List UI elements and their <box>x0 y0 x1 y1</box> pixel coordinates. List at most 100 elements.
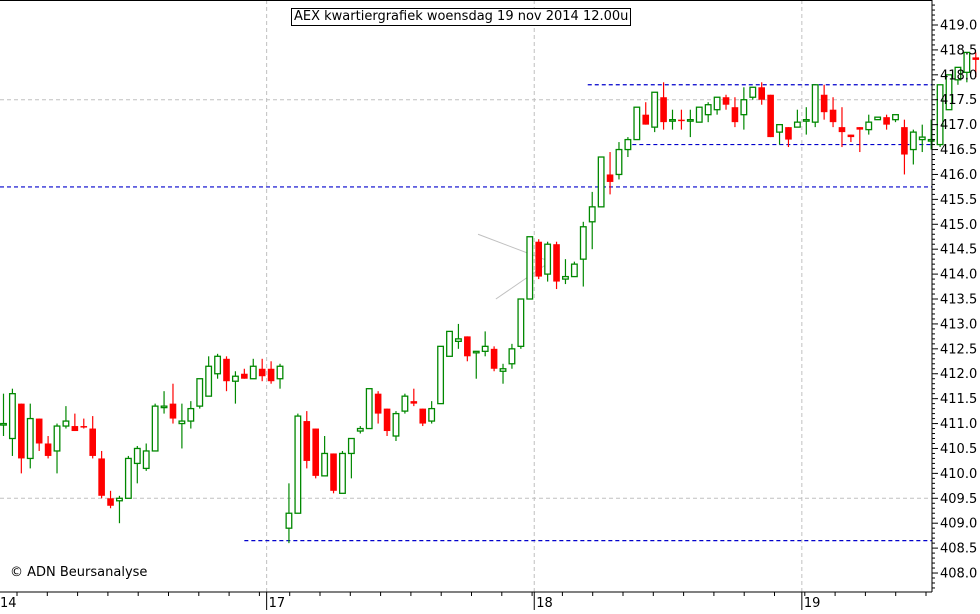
candle-body-down <box>660 97 667 123</box>
candle-body-up <box>544 243 552 275</box>
candle-body-up <box>945 74 953 111</box>
copyright-label: © ADN Beursanalyse <box>10 565 148 580</box>
candle-body-down <box>98 458 105 496</box>
y-tick-label: 410.0 <box>940 467 977 482</box>
y-tick-label: 413.0 <box>940 317 977 332</box>
candle-body-down <box>785 127 792 140</box>
candle-body-up <box>651 91 659 128</box>
candle-body-up <box>214 355 222 375</box>
candle-body-up <box>669 119 676 122</box>
candle-body-up <box>356 427 364 432</box>
candle-body-up <box>116 497 123 502</box>
candle-body-up <box>472 350 480 354</box>
candle-body-up <box>963 51 971 73</box>
y-tick-label: 414.0 <box>940 268 977 283</box>
candle-body-down <box>410 401 418 404</box>
candle-body-down <box>374 393 382 414</box>
candle-body-up <box>793 121 801 128</box>
y-tick-label: 413.5 <box>940 293 977 308</box>
x-day-label: 19 <box>804 596 821 610</box>
candle-body-down <box>838 127 846 133</box>
candle-body-up <box>918 136 926 141</box>
candle-body-up <box>954 66 962 81</box>
candle-body-up <box>579 226 587 260</box>
y-tick-label: 411.5 <box>940 392 977 407</box>
y-tick-label: 416.0 <box>940 168 977 183</box>
candle-body-down <box>223 358 230 382</box>
candle-body-up <box>365 388 373 430</box>
candle-body-up <box>26 417 34 460</box>
candle-body-up <box>802 119 810 122</box>
y-tick-label: 417.0 <box>940 118 977 133</box>
candle-body-up <box>285 512 293 529</box>
candle-body-up <box>133 447 141 465</box>
candle-body-down <box>71 426 79 432</box>
candle-body-up <box>231 375 239 382</box>
candle-body-up <box>347 437 355 455</box>
y-tick-label: 412.0 <box>940 367 977 382</box>
candle-body-down <box>330 453 337 491</box>
candle-body-up <box>481 345 489 352</box>
y-tick-label: 410.5 <box>940 442 977 457</box>
candle-body-down <box>553 244 560 282</box>
candle-body-up <box>695 106 703 123</box>
x-day-label: 17 <box>269 596 286 610</box>
candle-body-down <box>303 421 311 461</box>
candle-body-up <box>142 450 150 470</box>
candle-body-up <box>124 457 132 499</box>
candle-body-up <box>749 86 757 98</box>
candle-body-down <box>847 134 855 138</box>
candle-body-up <box>321 452 329 477</box>
candle-body-up <box>187 407 195 422</box>
candle-body-down <box>606 174 614 182</box>
candle-body-up <box>276 365 284 380</box>
y-tick-label: 416.5 <box>940 143 977 158</box>
candle-body-up <box>713 96 721 111</box>
candle-body-up <box>205 365 213 397</box>
candle-body-down <box>678 119 685 122</box>
candle-body-up <box>588 206 596 223</box>
candle-body-down <box>35 418 43 444</box>
candle-body-up <box>776 123 783 133</box>
candle-body-down <box>490 348 498 369</box>
candle-body-down <box>80 426 88 428</box>
candle-body-up <box>508 348 516 365</box>
candle-body-down <box>758 87 765 100</box>
y-tick-label: 411.0 <box>940 417 977 432</box>
candle-body-up <box>401 395 409 412</box>
candle-body-down <box>883 117 890 125</box>
y-tick-label: 418.5 <box>940 43 977 58</box>
candle-body-up <box>633 106 641 141</box>
y-tick-label: 412.5 <box>940 342 977 357</box>
candle-body-down <box>258 368 266 377</box>
candle-body-up <box>740 99 748 116</box>
y-tick-label: 415.5 <box>940 193 977 208</box>
y-tick-label: 408.5 <box>940 542 977 557</box>
y-tick-label: 419.0 <box>940 19 977 34</box>
candle-body-down <box>820 94 828 113</box>
candle-body-up <box>704 104 712 116</box>
candle-body-down <box>856 127 864 130</box>
candle-body-down <box>18 403 25 459</box>
y-tick-label: 415.0 <box>940 218 977 233</box>
candle-body-down <box>267 368 275 382</box>
candle-body-up <box>428 407 436 422</box>
candle-body-up <box>597 156 605 208</box>
candle-body-down <box>89 428 96 456</box>
candle-body-up <box>874 116 882 121</box>
candle-body-up <box>160 405 168 409</box>
candle-body-up <box>294 415 302 514</box>
candle-body-up <box>526 236 534 300</box>
candle-body-down <box>722 97 730 105</box>
candle-body-up <box>615 148 623 176</box>
y-tick-label: 409.0 <box>940 517 977 532</box>
candle-body-up <box>196 378 204 407</box>
candle-body-up <box>0 422 7 426</box>
candle-body-up <box>178 420 186 425</box>
candle-body-up <box>446 330 453 357</box>
candle-body-up <box>562 275 569 280</box>
y-tick-label: 409.5 <box>940 492 977 507</box>
candle-body-up <box>339 452 346 494</box>
